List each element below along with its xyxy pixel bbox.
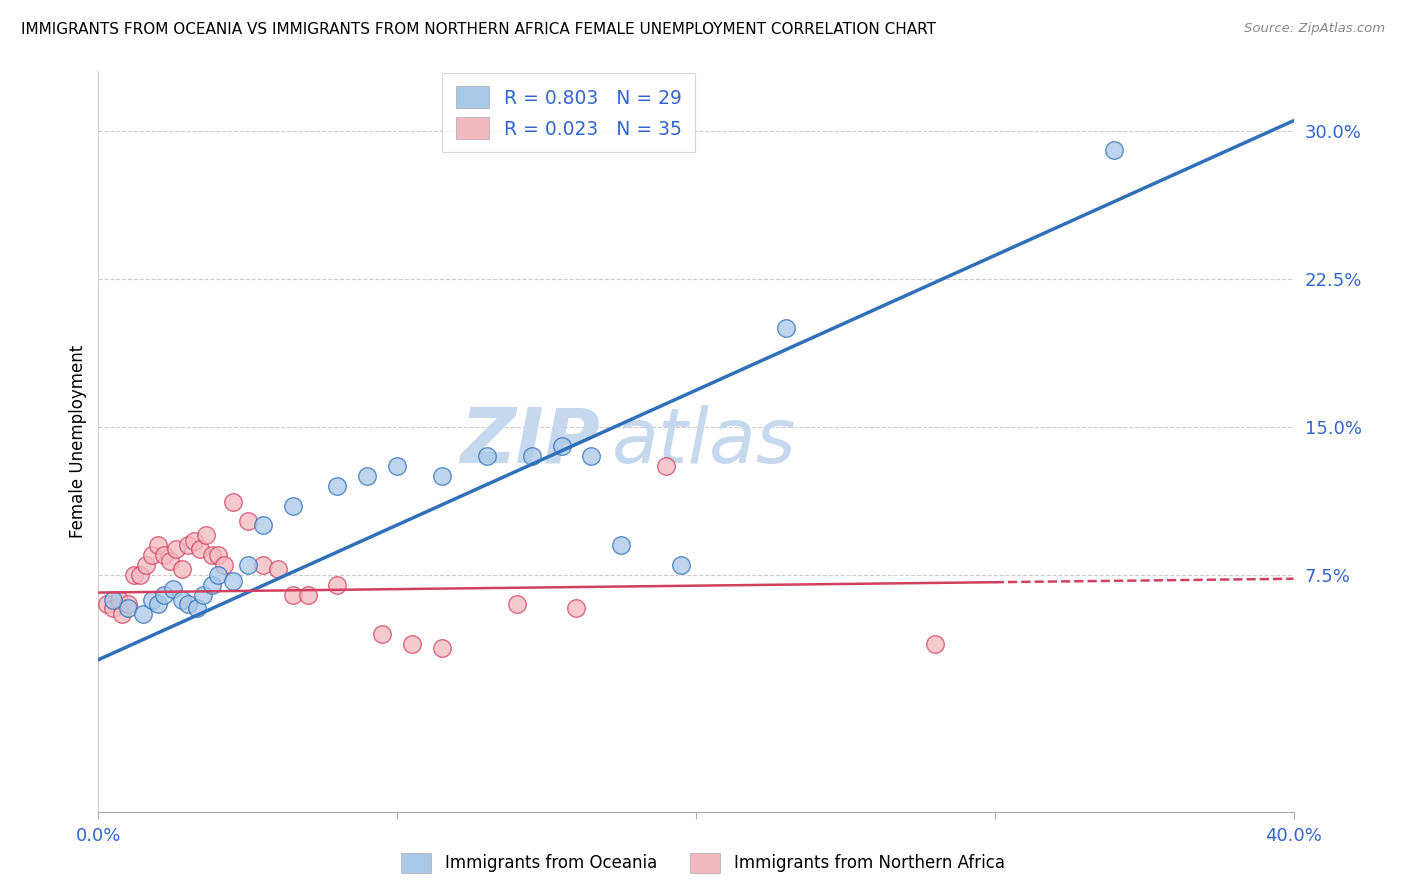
Y-axis label: Female Unemployment: Female Unemployment [69,345,87,538]
Point [195,528,218,542]
Point [252,558,274,572]
Point [581,450,603,464]
Point [141,593,163,607]
Point [188,542,211,557]
Point [117,598,139,612]
Point [129,567,152,582]
Point [326,479,349,493]
Point [669,558,692,572]
Point [924,637,946,651]
Point [281,588,304,602]
Point [475,450,498,464]
Point [153,548,176,562]
Point [132,607,155,622]
Point [252,518,274,533]
Point [1104,144,1126,158]
Point [177,538,200,552]
Point [103,593,125,607]
Point [201,548,224,562]
Point [165,542,187,557]
Point [222,574,245,588]
Point [159,554,181,568]
Point [356,469,378,483]
Point [236,558,259,572]
Point [610,538,633,552]
Point [141,548,163,562]
Point [430,640,453,655]
Point [212,558,235,572]
Point [207,567,229,582]
Point [201,577,224,591]
Text: atlas: atlas [613,405,797,478]
Point [148,598,170,612]
Point [135,558,157,572]
Point [565,601,588,615]
Point [267,562,290,576]
Point [191,588,214,602]
Point [183,534,205,549]
Legend: R = 0.803   N = 29, R = 0.023   N = 35: R = 0.803 N = 29, R = 0.023 N = 35 [443,73,696,153]
Point [172,593,194,607]
Point [162,582,184,596]
Text: Source: ZipAtlas.com: Source: ZipAtlas.com [1244,22,1385,36]
Point [172,562,194,576]
Point [117,601,139,615]
Point [430,469,453,483]
Point [96,598,118,612]
Point [207,548,229,562]
Point [186,601,208,615]
Point [385,459,409,474]
Point [153,588,176,602]
Point [297,588,319,602]
Point [506,598,529,612]
Point [550,440,572,454]
Point [177,598,200,612]
Point [655,459,678,474]
Point [371,627,394,641]
Point [124,567,146,582]
Point [148,538,170,552]
Point [236,515,259,529]
Point [222,495,245,509]
Point [401,637,423,651]
Point [775,321,797,335]
Point [103,601,125,615]
Text: IMMIGRANTS FROM OCEANIA VS IMMIGRANTS FROM NORTHERN AFRICA FEMALE UNEMPLOYMENT C: IMMIGRANTS FROM OCEANIA VS IMMIGRANTS FR… [21,22,936,37]
Point [326,577,349,591]
Point [111,607,134,622]
Legend: Immigrants from Oceania, Immigrants from Northern Africa: Immigrants from Oceania, Immigrants from… [395,847,1011,880]
Point [520,450,543,464]
Point [281,499,304,513]
Text: ZIP: ZIP [461,405,600,478]
Point [108,593,131,607]
